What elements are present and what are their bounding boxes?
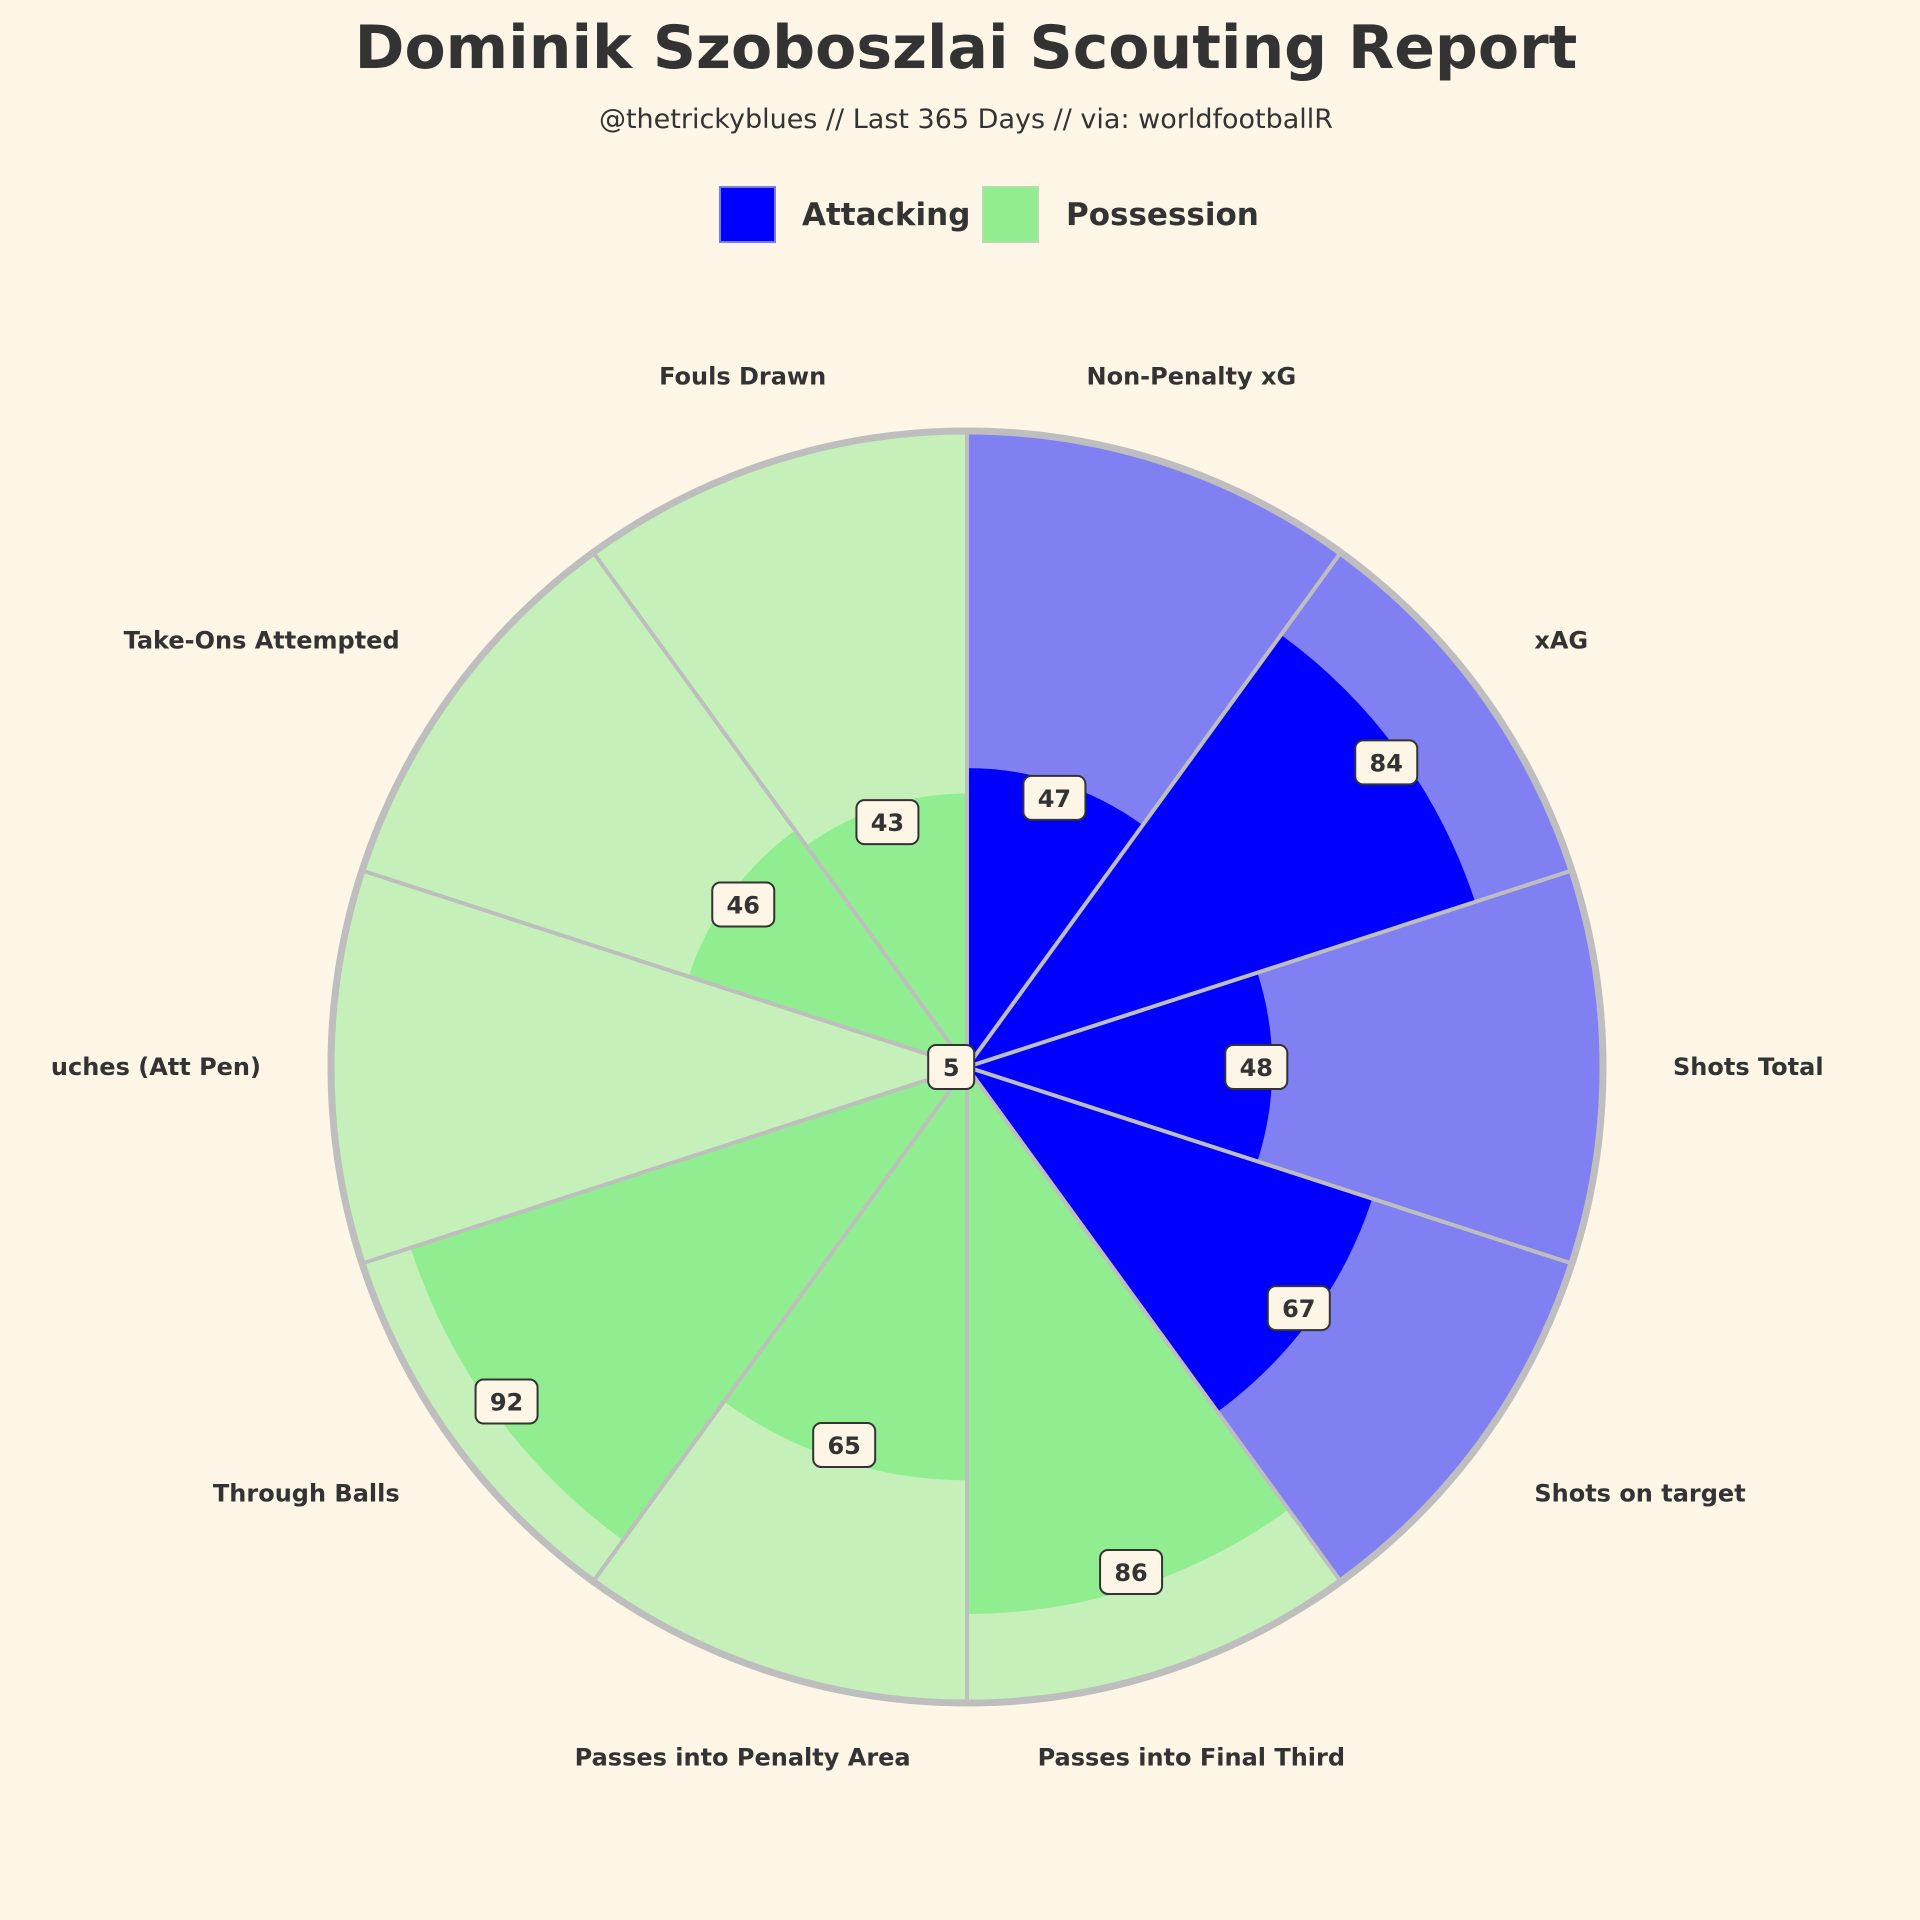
divider-line	[361, 1065, 968, 1266]
value-text-non-penalty-xg: 47	[1038, 785, 1071, 813]
value-label-passes-into-penalty-area: 65	[812, 1421, 877, 1468]
value-box-passes-into-penalty-area	[812, 1421, 877, 1468]
value-box-xag	[1354, 739, 1419, 786]
param-label-shots-on-target: Shots on target	[1534, 1480, 1745, 1508]
divider-line	[361, 868, 968, 1069]
value-label-take-ons-attempted: 46	[711, 881, 776, 928]
divider-line	[965, 1065, 1343, 1583]
value-box-non-penalty-xg	[1022, 774, 1087, 821]
chart-subtitle: @thetrickyblues // Last 365 Days // via:…	[599, 104, 1333, 135]
chart-title: Dominik Szoboszlai Scouting Report	[355, 13, 1578, 83]
value-text-xag: 84	[1370, 749, 1403, 777]
legend-label-possession: Possession	[1066, 197, 1259, 233]
param-label-non-penalty-xg: Non-Penalty xG	[1087, 363, 1297, 391]
legend: Attacking Possession	[719, 186, 1259, 243]
legend-swatch-attacking	[719, 186, 776, 243]
param-label-uches-att-pen: uches (Att Pen)	[51, 1053, 261, 1081]
value-label-passes-into-final-third: 86	[1099, 1548, 1164, 1595]
divider-line	[965, 551, 1343, 1069]
value-box-take-ons-attempted	[711, 881, 776, 928]
value-label-non-penalty-xg: 47	[1022, 774, 1087, 821]
slice-value-shots-total	[967, 972, 1273, 1162]
parameter-labels: Non-Penalty xG xAG Shots Total Shots on tar…	[51, 363, 1824, 1772]
value-labels: 47 84 48 67 86 65 92 5 46 43	[474, 739, 1419, 1595]
legend-label-attacking: Attacking	[802, 197, 970, 233]
value-text-shots-on-target: 67	[1282, 1295, 1315, 1323]
param-label-fouls-drawn: Fouls Drawn	[659, 363, 826, 391]
legend-swatch-possession	[982, 186, 1039, 243]
value-text-uches-att-pen: 5	[943, 1054, 960, 1082]
param-label-shots-total: Shots Total	[1673, 1053, 1824, 1081]
value-label-through-balls: 92	[474, 1378, 539, 1425]
value-text-fouls-drawn: 43	[871, 809, 904, 837]
param-label-take-ons-attempted: Take-Ons Attempted	[124, 626, 400, 654]
param-label-passes-into-final-third: Passes into Final Third	[1038, 1743, 1345, 1771]
divider-line	[966, 1065, 1573, 1266]
slice-value-fouls-drawn	[806, 793, 967, 1067]
slice-value-passes-into-final-third	[967, 1067, 1289, 1614]
value-label-xag: 84	[1354, 739, 1419, 786]
value-text-passes-into-penalty-area: 65	[827, 1432, 860, 1460]
param-label-passes-into-penalty-area: Passes into Penalty Area	[575, 1743, 911, 1771]
value-text-through-balls: 92	[490, 1389, 523, 1417]
value-box-fouls-drawn	[855, 799, 920, 846]
param-label-xag: xAG	[1534, 626, 1588, 654]
value-box-shots-on-target	[1266, 1285, 1331, 1332]
value-slices	[410, 634, 1476, 1614]
value-label-shots-total: 48	[1224, 1044, 1289, 1090]
value-box-shots-total	[1224, 1044, 1289, 1090]
slice-value-passes-into-penalty-area	[724, 1067, 967, 1481]
value-text-take-ons-attempted: 46	[727, 891, 760, 919]
value-label-shots-on-target: 67	[1266, 1285, 1331, 1332]
divider-line	[591, 551, 969, 1069]
value-text-passes-into-final-third: 86	[1114, 1559, 1147, 1587]
outer-ring	[327, 427, 1607, 1707]
value-text-shots-total: 48	[1240, 1054, 1273, 1082]
divider-line	[966, 868, 1573, 1069]
slice-value-non-penalty-xg	[967, 768, 1143, 1067]
param-label-through-balls: Through Balls	[213, 1480, 400, 1508]
divider-line	[591, 1065, 969, 1583]
slice-value-xag	[967, 634, 1476, 1067]
slice-value-through-balls	[410, 1067, 967, 1541]
value-label-uches-att-pen: 5	[927, 1044, 976, 1090]
value-box-through-balls	[474, 1378, 539, 1425]
slice-dividers	[361, 431, 1573, 1703]
value-box-uches-att-pen	[927, 1044, 976, 1090]
value-label-fouls-drawn: 43	[855, 799, 920, 846]
value-box-passes-into-final-third	[1099, 1548, 1164, 1595]
slice-background-uches-att-pen	[331, 870, 967, 1264]
